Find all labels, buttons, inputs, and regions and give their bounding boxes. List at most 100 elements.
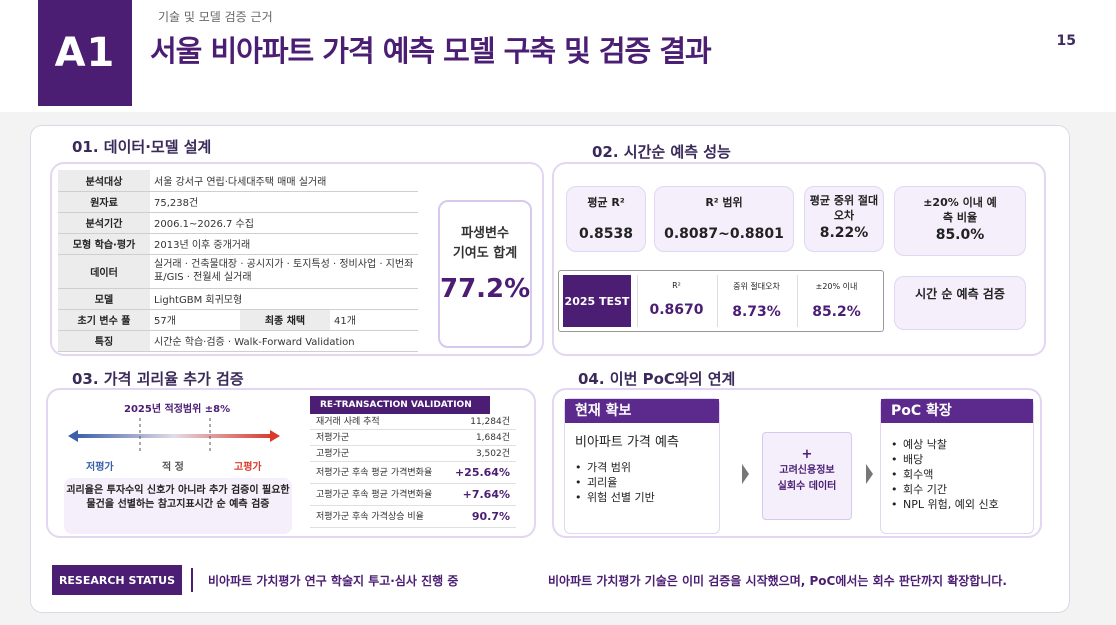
section-03-panel: 2025년 적정범위 ±8% 저평가 적 정 고평가 괴리율은 투자수익 신호가…: [46, 388, 536, 538]
time-check-box: 시간 순 예측 검증: [894, 276, 1026, 330]
derived-value: 77.2%: [440, 274, 531, 304]
table-row: 저평가군 후속 평균 가격변화율 +25.64%: [310, 462, 516, 484]
metric-title: 평균 중위 절대 오차: [809, 194, 879, 222]
current-title: 현재 확보: [565, 399, 719, 423]
metric-card: 평균 R² 0.8538: [566, 186, 646, 252]
plus-text-line2: 실회수 데이터: [777, 481, 837, 492]
spec-value: 실거래 · 건축물대장 · 공시지가 · 토지특성 · 정비사업 · 지번좌표/…: [150, 254, 418, 289]
spec-key: 원자료: [58, 191, 150, 213]
test-col-value: 85.2%: [812, 304, 861, 320]
row-value: 1,684건: [475, 433, 510, 443]
test-col: 중위 절대오차 8.73%: [717, 275, 795, 327]
metric-value: 8.22%: [819, 225, 869, 241]
list-item: 가격 범위: [573, 460, 719, 475]
spec-value: 2006.1~2026.7 수집: [150, 212, 418, 234]
table-row: 초기 변수 풀 57개 최종 채택 41개: [58, 309, 418, 331]
table-row: 재거래 사례 추적 11,284건: [310, 414, 516, 430]
table-row: 저평가군 후속 가격상승 비율 90.7%: [310, 506, 516, 528]
current-list: 가격 범위 괴리율 위험 선별 기반: [565, 460, 719, 505]
table-row: 모형 학습·평가 2013년 이후 중개거래: [58, 233, 418, 255]
range-bar: [76, 434, 272, 438]
metric-value: 0.8087~0.8801: [664, 226, 784, 242]
table-row: 분석대상 서울 강서구 연립·다세대주택 매매 실거래: [58, 170, 418, 192]
left-arrow-icon: [68, 430, 78, 442]
spec-key: 분석대상: [58, 170, 150, 192]
derived-label-line1: 파생변수: [461, 226, 509, 241]
table-row: 고평가군 3,502건: [310, 446, 516, 462]
status-text: 비아파트 가치평가 연구 학술지 투고·심사 진행 중: [208, 574, 459, 588]
test-col-header: ±20% 이내: [815, 282, 858, 291]
test-result-box: 2025 TEST R² 0.8670 중위 절대오차 8.73% ±20% 이내 8…: [558, 270, 884, 332]
current-main: 비아파트 가격 예측: [575, 435, 679, 450]
spec-key: 초기 변수 풀: [58, 309, 150, 331]
row-label: 저평가군 후속 평균 가격변화율: [316, 468, 433, 478]
poc-list: 예상 낙찰 배당 회수액 회수 기간 NPL 위험, 예외 신호: [881, 423, 1033, 512]
list-item: NPL 위험, 예외 신호: [889, 497, 1033, 512]
retransaction-table: RE-TRANSACTION VALIDATION 재거래 사례 추적 11,28…: [310, 396, 516, 528]
range-title: 2025년 적정범위 ±8%: [124, 404, 231, 415]
row-label: 재거래 사례 추적: [316, 417, 380, 427]
spec-value: 서울 강서구 연립·다세대주택 매매 실거래: [150, 170, 418, 192]
section-04-title: 04. 이번 PoC와의 연계: [578, 370, 736, 388]
status-divider: [191, 568, 193, 592]
test-col-header: 중위 절대오차: [733, 282, 780, 291]
plus-data-box: + 고려신용정보 실회수 데이터: [762, 432, 852, 520]
retransaction-title: RE-TRANSACTION VALIDATION: [310, 396, 490, 414]
section-04-panel: 현재 확보 비아파트 가격 예측 가격 범위 괴리율 위험 선별 기반 + 고려…: [552, 388, 1042, 538]
test-col-header: R²: [672, 281, 681, 290]
section-badge: A1: [38, 0, 132, 106]
poc-column: PoC 확장 예상 낙찰 배당 회수액 회수 기간 NPL 위험, 예외 신호: [880, 398, 1034, 534]
section-01-panel: 분석대상 서울 강서구 연립·다세대주택 매매 실거래 원자료 75,238건 분석…: [50, 162, 544, 356]
metric-card: R² 범위 0.8087~0.8801: [654, 186, 794, 252]
test-col: ±20% 이내 85.2%: [797, 275, 875, 327]
current-column: 현재 확보 비아파트 가격 예측 가격 범위 괴리율 위험 선별 기반: [564, 398, 720, 534]
table-row: 특징 시간순 학습·검증 · Walk-Forward Validation: [58, 330, 418, 352]
spec-table: 분석대상 서울 강서구 연립·다세대주택 매매 실거래 원자료 75,238건 분석…: [58, 170, 418, 352]
table-row: 원자료 75,238건: [58, 191, 418, 213]
derived-label-line2: 기여도 합계: [452, 246, 518, 261]
chevron-right-icon: [866, 464, 873, 484]
spec-value: 시간순 학습·검증 · Walk-Forward Validation: [150, 330, 418, 352]
spec-value: 2013년 이후 중개거래: [150, 233, 418, 255]
list-item: 회수 기간: [889, 482, 1033, 497]
plus-text-line1: 고려신용정보: [779, 465, 835, 476]
plus-icon: +: [801, 447, 813, 462]
spec-key: 모델: [58, 288, 150, 310]
row-label: 고평가군 후속 평균 가격변화율: [316, 490, 433, 500]
section-01-title: 01. 데이터·모델 설계: [72, 138, 212, 156]
page-title: 서울 비아파트 가격 예측 모델 구축 및 검증 결과: [150, 34, 712, 68]
metric-title: 평균 R²: [587, 196, 625, 209]
table-row: 저평가군 1,684건: [310, 430, 516, 446]
subtitle: 기술 및 모델 검증 근거: [158, 10, 273, 24]
metric-title: R² 범위: [705, 196, 743, 209]
metric-card: ±20% 이내 예측 비율 85.0%: [894, 186, 1026, 256]
list-item: 괴리율: [573, 475, 719, 490]
list-item: 위험 선별 기반: [573, 490, 719, 505]
table-row: 모델 LightGBM 회귀모형: [58, 288, 418, 310]
metric-title: ±20% 이내 예측 비율: [923, 196, 997, 224]
spec-value: 41개: [330, 309, 418, 331]
row-label: 저평가군 후속 가격상승 비율: [316, 512, 424, 522]
spec-key: 모형 학습·평가: [58, 233, 150, 255]
divergence-note: 괴리율은 투자수익 신호가 아니라 추가 검증이 필요한 물건을 선별하는 참고…: [64, 478, 292, 534]
table-row: 데이터 실거래 · 건축물대장 · 공시지가 · 토지특성 · 정비사업 · 지번…: [58, 254, 418, 289]
spec-key: 최종 채택: [240, 309, 330, 331]
test-label: 2025 TEST: [563, 275, 631, 327]
spec-value: 75,238건: [150, 191, 418, 213]
label-high: 고평가: [234, 462, 262, 473]
list-item: 배당: [889, 452, 1033, 467]
spec-key: 특징: [58, 330, 150, 352]
page-number: 15: [1056, 33, 1076, 49]
list-item: 회수액: [889, 467, 1033, 482]
table-row: 고평가군 후속 평균 가격변화율 +7.64%: [310, 484, 516, 506]
row-value: +7.64%: [462, 488, 510, 501]
row-value: 3,502건: [475, 449, 510, 459]
metric-value: 85.0%: [935, 227, 985, 243]
section-03-title: 03. 가격 괴리율 추가 검증: [72, 370, 244, 388]
label-mid: 적 정: [162, 462, 184, 473]
metric-value: 0.8538: [578, 226, 634, 242]
right-arrow-icon: [270, 430, 280, 442]
spec-key: 분석기간: [58, 212, 150, 234]
